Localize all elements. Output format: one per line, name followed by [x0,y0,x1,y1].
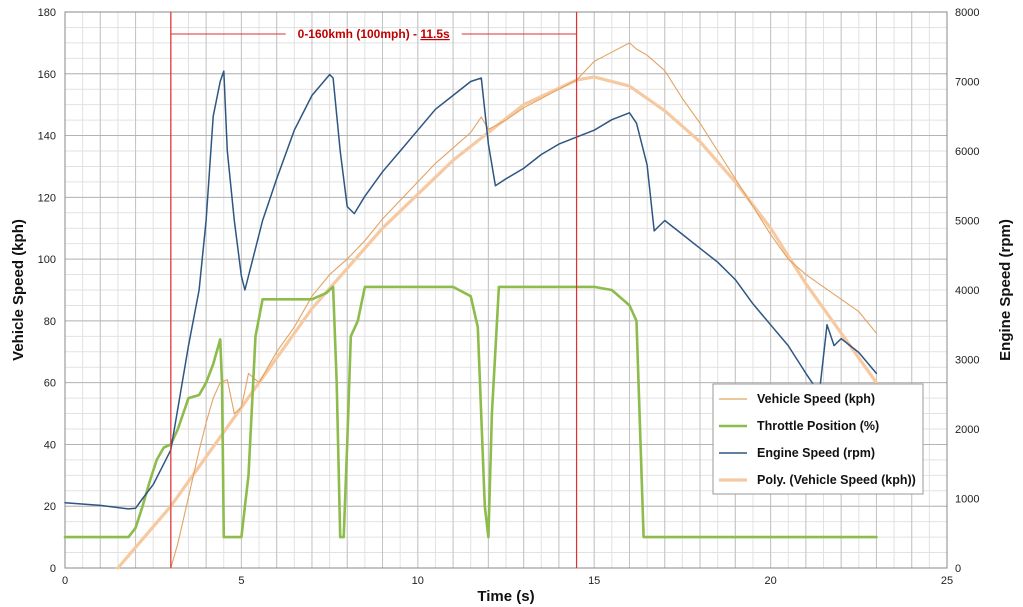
legend-box [712,383,924,495]
legend-label-engine-speed: Engine Speed (rpm) [757,446,875,460]
series-throttle-position [63,285,878,539]
legend-label-throttle: Throttle Position (%) [757,419,879,433]
legend-label-poly: Poly. (Vehicle Speed (kph)) [757,473,916,487]
y2-tick-label: 8000 [955,7,979,19]
annotation-label: 0-160kmh (100mph) - 11.5s [298,27,450,41]
y2-tick-label: 4000 [955,285,979,297]
y2-tick-label: 3000 [955,355,979,367]
series-layer [63,42,879,570]
y-tick-label: 40 [44,439,56,451]
y-tick-label: 180 [38,7,56,19]
y-tick-label: 0 [50,563,56,575]
legend: Vehicle Speed (kph) Throttle Position (%… [712,383,924,495]
y-tick-label: 20 [44,501,56,513]
y-axis-left-ticks: 0 20 40 60 80 100 120 140 160 180 [38,7,56,575]
y-tick-label: 120 [38,192,56,204]
x-axis-title: Time (s) [477,588,534,605]
legend-label-vehicle-speed: Vehicle Speed (kph) [757,392,875,406]
y-axis-right-title: Engine Speed (rpm) [997,219,1014,361]
x-tick-label: 20 [764,575,776,587]
y2-tick-label: 5000 [955,216,979,228]
series-vehicle-speed [170,42,877,569]
y2-tick-label: 1000 [955,494,979,506]
x-axis-ticks: 0 5 10 15 20 25 [62,575,953,587]
y-tick-label: 100 [38,254,56,266]
plot-area [64,11,948,569]
annotation-value: 11.5s [420,27,450,41]
series-poly-trendline [116,75,879,570]
x-tick-label: 0 [62,575,68,587]
y-tick-label: 160 [38,69,56,81]
y2-tick-label: 6000 [955,146,979,158]
y-tick-label: 140 [38,131,56,143]
series-engine-speed [64,70,878,510]
x-tick-label: 25 [941,575,953,587]
y-axis-right-ticks: 0 1000 2000 3000 4000 5000 6000 7000 8000 [955,7,979,575]
x-tick-label: 5 [238,575,244,587]
x-tick-label: 10 [412,575,424,587]
y2-tick-label: 7000 [955,77,979,89]
y-tick-label: 80 [44,316,56,328]
y-axis-left-title: Vehicle Speed (kph) [10,219,27,361]
x-tick-label: 15 [588,575,600,587]
y2-tick-label: 0 [955,563,961,575]
y-tick-label: 60 [44,378,56,390]
y2-tick-label: 2000 [955,424,979,436]
annotation-prefix: 0-160kmh (100mph) - [298,27,421,41]
